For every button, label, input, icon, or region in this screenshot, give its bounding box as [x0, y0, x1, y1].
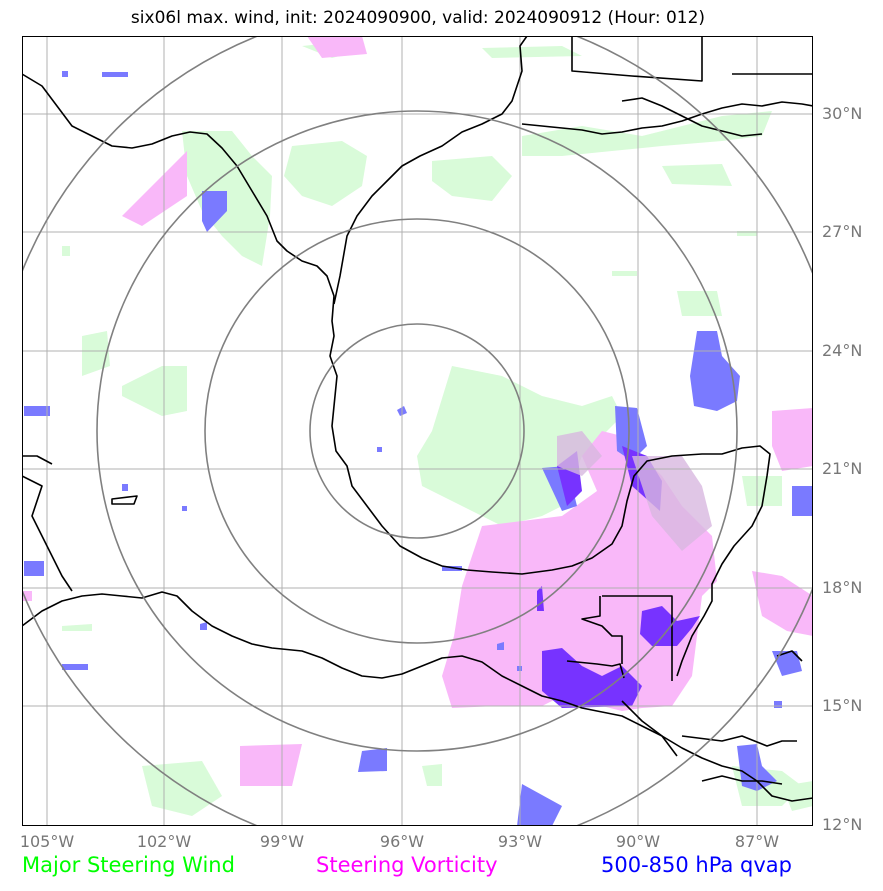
lat-label: 21°N: [822, 459, 863, 478]
lon-label: 105°W: [19, 832, 75, 851]
legend-steering-wind: Major Steering Wind: [22, 853, 235, 877]
lat-label: 15°N: [822, 696, 863, 715]
lat-label: 27°N: [822, 222, 863, 241]
lat-label: 12°N: [822, 815, 863, 834]
range-rings: [22, 36, 813, 826]
lon-label: 96°W: [379, 832, 425, 851]
steering-wind-layer: [62, 44, 813, 816]
steering-vorticity-layer: [22, 36, 813, 786]
lon-label: 90°W: [615, 832, 661, 851]
overlap-layer: [557, 431, 712, 551]
lon-label: 102°W: [136, 832, 192, 851]
graticule: [22, 36, 813, 826]
legend-steering-vorticity: Steering Vorticity: [316, 853, 498, 877]
lon-label: 87°W: [734, 832, 780, 851]
legend-qvap: 500-850 hPa qvap: [601, 853, 792, 877]
map-canvas: [22, 36, 813, 826]
lat-label: 18°N: [822, 578, 863, 597]
map-area: [22, 36, 813, 826]
map-title: six06l max. wind, init: 2024090900, vali…: [130, 8, 706, 28]
coastlines: [22, 36, 813, 802]
map-border: [22, 36, 813, 826]
lon-label: 99°W: [259, 832, 305, 851]
lon-label: 93°W: [497, 832, 543, 851]
lat-label: 24°N: [822, 341, 863, 360]
lat-label: 30°N: [822, 104, 863, 123]
